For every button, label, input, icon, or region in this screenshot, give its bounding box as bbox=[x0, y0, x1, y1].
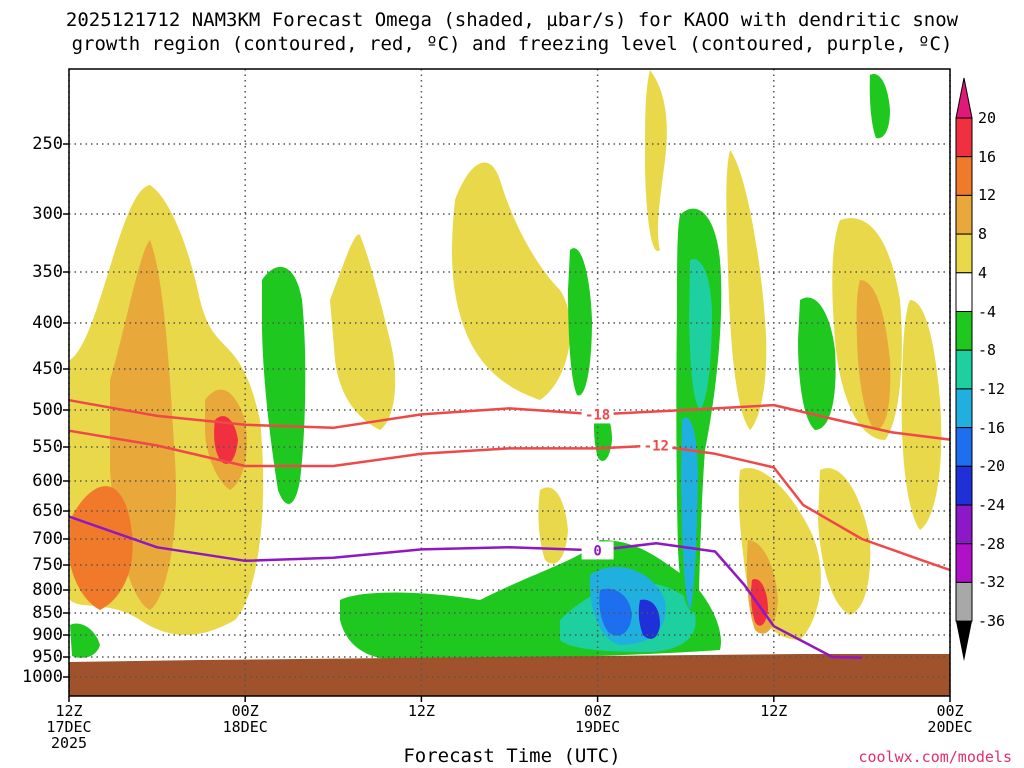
colorbar-swatch bbox=[955, 543, 973, 583]
colorbar-bottom-arrow bbox=[956, 621, 972, 662]
colorbar-label: -20 bbox=[978, 457, 1006, 476]
y-tick-label: 350 bbox=[32, 262, 63, 282]
colorbar-swatch bbox=[955, 117, 973, 158]
colorbar-label: -16 bbox=[978, 418, 1006, 437]
colorbar-swatch bbox=[955, 233, 973, 274]
y-tick-label: 550 bbox=[32, 437, 63, 457]
y-tick-label: 700 bbox=[32, 529, 63, 549]
omega-shaded-region bbox=[856, 280, 891, 430]
colorbar-swatch bbox=[955, 427, 973, 467]
y-tick-label: 600 bbox=[32, 471, 63, 491]
colorbar-swatch bbox=[955, 581, 973, 622]
colorbar-label: -32 bbox=[978, 573, 1006, 592]
chart-title-line-1: 2025121712 NAM3KM Forecast Omega (shaded… bbox=[65, 9, 959, 31]
omega-shaded-region bbox=[599, 588, 632, 636]
colorbar-label: 20 bbox=[978, 109, 997, 127]
colorbar-label: -4 bbox=[978, 302, 997, 321]
y-tick-label: 500 bbox=[32, 400, 63, 420]
colorbar-label: -12 bbox=[978, 379, 1006, 398]
x-tick-label: 12Z bbox=[55, 702, 83, 720]
y-tick-label: 300 bbox=[32, 204, 63, 224]
omega-shaded-region bbox=[689, 259, 712, 410]
x-tick-label: 2025 bbox=[50, 734, 88, 752]
contour-label-bg bbox=[640, 436, 673, 455]
omega-shaded-region bbox=[798, 297, 836, 430]
x-tick-label: 18DEC bbox=[222, 718, 268, 736]
colorbar-label: 16 bbox=[978, 147, 997, 166]
omega-shaded-region bbox=[70, 486, 133, 610]
contour-dgz-minus12 bbox=[68, 429, 951, 572]
omega-shaded-region bbox=[869, 74, 890, 139]
colorbar-swatch bbox=[955, 272, 973, 312]
x-tick-label: 12Z bbox=[760, 702, 788, 720]
omega-shaded-region bbox=[901, 300, 942, 530]
colorbar-top-arrow bbox=[955, 77, 973, 119]
omega-shaded-region bbox=[645, 70, 667, 252]
colorbar-label: -24 bbox=[978, 496, 1006, 514]
colorbar-swatch bbox=[955, 311, 973, 351]
y-tick-label: 950 bbox=[32, 647, 63, 667]
colorbar-swatch bbox=[955, 194, 973, 235]
colorbar-swatch bbox=[955, 504, 973, 545]
colorbar-label: -8 bbox=[978, 341, 997, 360]
y-tick-label: 900 bbox=[32, 625, 63, 645]
contour-label-freezing-0: 0 bbox=[593, 543, 601, 559]
colorbar-swatch bbox=[955, 465, 973, 506]
colorbar-label: -28 bbox=[978, 534, 1006, 553]
colorbar-label: 4 bbox=[978, 263, 988, 282]
y-tick-label: 800 bbox=[32, 580, 63, 600]
contour-dgz-minus18 bbox=[68, 398, 951, 441]
chart-title-line-2: growth region (contoured, red, ºC) and f… bbox=[71, 33, 953, 55]
y-tick-label: 650 bbox=[32, 501, 63, 521]
x-tick-label: 19DEC bbox=[575, 718, 621, 736]
contour-label-bg bbox=[581, 541, 614, 560]
colorbar-swatch bbox=[955, 349, 973, 390]
omega-shaded-region bbox=[726, 150, 767, 430]
x-tick-label: 12Z bbox=[407, 702, 435, 720]
omega-shaded-region bbox=[638, 599, 660, 639]
ground-below-surface bbox=[69, 654, 950, 696]
x-axis-title: Forecast Time (UTC) bbox=[403, 745, 621, 767]
omega-shaded-region bbox=[538, 487, 568, 564]
omega-shaded-region bbox=[214, 416, 238, 464]
y-tick-label: 850 bbox=[32, 603, 63, 623]
omega-shaded-region bbox=[568, 248, 592, 396]
x-tick-label: 00Z bbox=[584, 702, 612, 720]
colorbar-swatch bbox=[955, 388, 973, 429]
omega-shaded-region bbox=[681, 417, 698, 610]
omega-shaded-region bbox=[262, 266, 306, 504]
contour-label-dgz-minus12: -12 bbox=[644, 439, 669, 455]
y-tick-label: 250 bbox=[32, 134, 63, 154]
y-tick-label: 450 bbox=[32, 359, 63, 379]
colorbar-label: 8 bbox=[978, 225, 988, 244]
x-tick-label: 00Z bbox=[936, 702, 964, 720]
credit-link[interactable]: coolwx.com/models bbox=[858, 748, 1012, 766]
plot-frame bbox=[68, 68, 951, 697]
omega-shaded-region bbox=[818, 468, 871, 615]
colorbar-swatch bbox=[955, 156, 973, 196]
colorbar-label: 12 bbox=[978, 186, 997, 205]
contour-label-bg bbox=[581, 405, 614, 424]
y-tick-label: 1000 bbox=[22, 667, 63, 687]
colorbar-label: -36 bbox=[978, 612, 1006, 631]
x-tick-label: 17DEC bbox=[46, 718, 92, 736]
y-tick-label: 750 bbox=[32, 555, 63, 575]
x-tick-label: 00Z bbox=[231, 702, 259, 720]
omega-shaded-region bbox=[330, 234, 396, 430]
contour-label-dgz-minus18: -18 bbox=[585, 407, 610, 423]
omega-shaded-region bbox=[452, 162, 571, 400]
x-tick-label: 20DEC bbox=[927, 718, 973, 736]
y-tick-label: 400 bbox=[32, 313, 63, 333]
omega-shaded-region bbox=[70, 623, 100, 658]
